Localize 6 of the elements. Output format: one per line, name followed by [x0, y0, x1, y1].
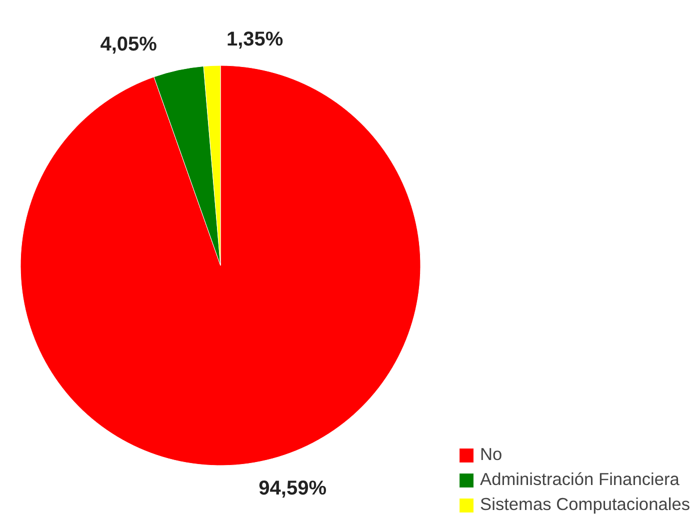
- data-label: 4,05%: [100, 34, 158, 56]
- legend-label: No: [480, 444, 502, 465]
- data-label: 1,35%: [226, 28, 284, 51]
- legend-label: Administración Financiera: [480, 469, 680, 490]
- legend-label: Sistemas Computacionales: [480, 494, 690, 515]
- data-label: 94,59%: [258, 477, 327, 500]
